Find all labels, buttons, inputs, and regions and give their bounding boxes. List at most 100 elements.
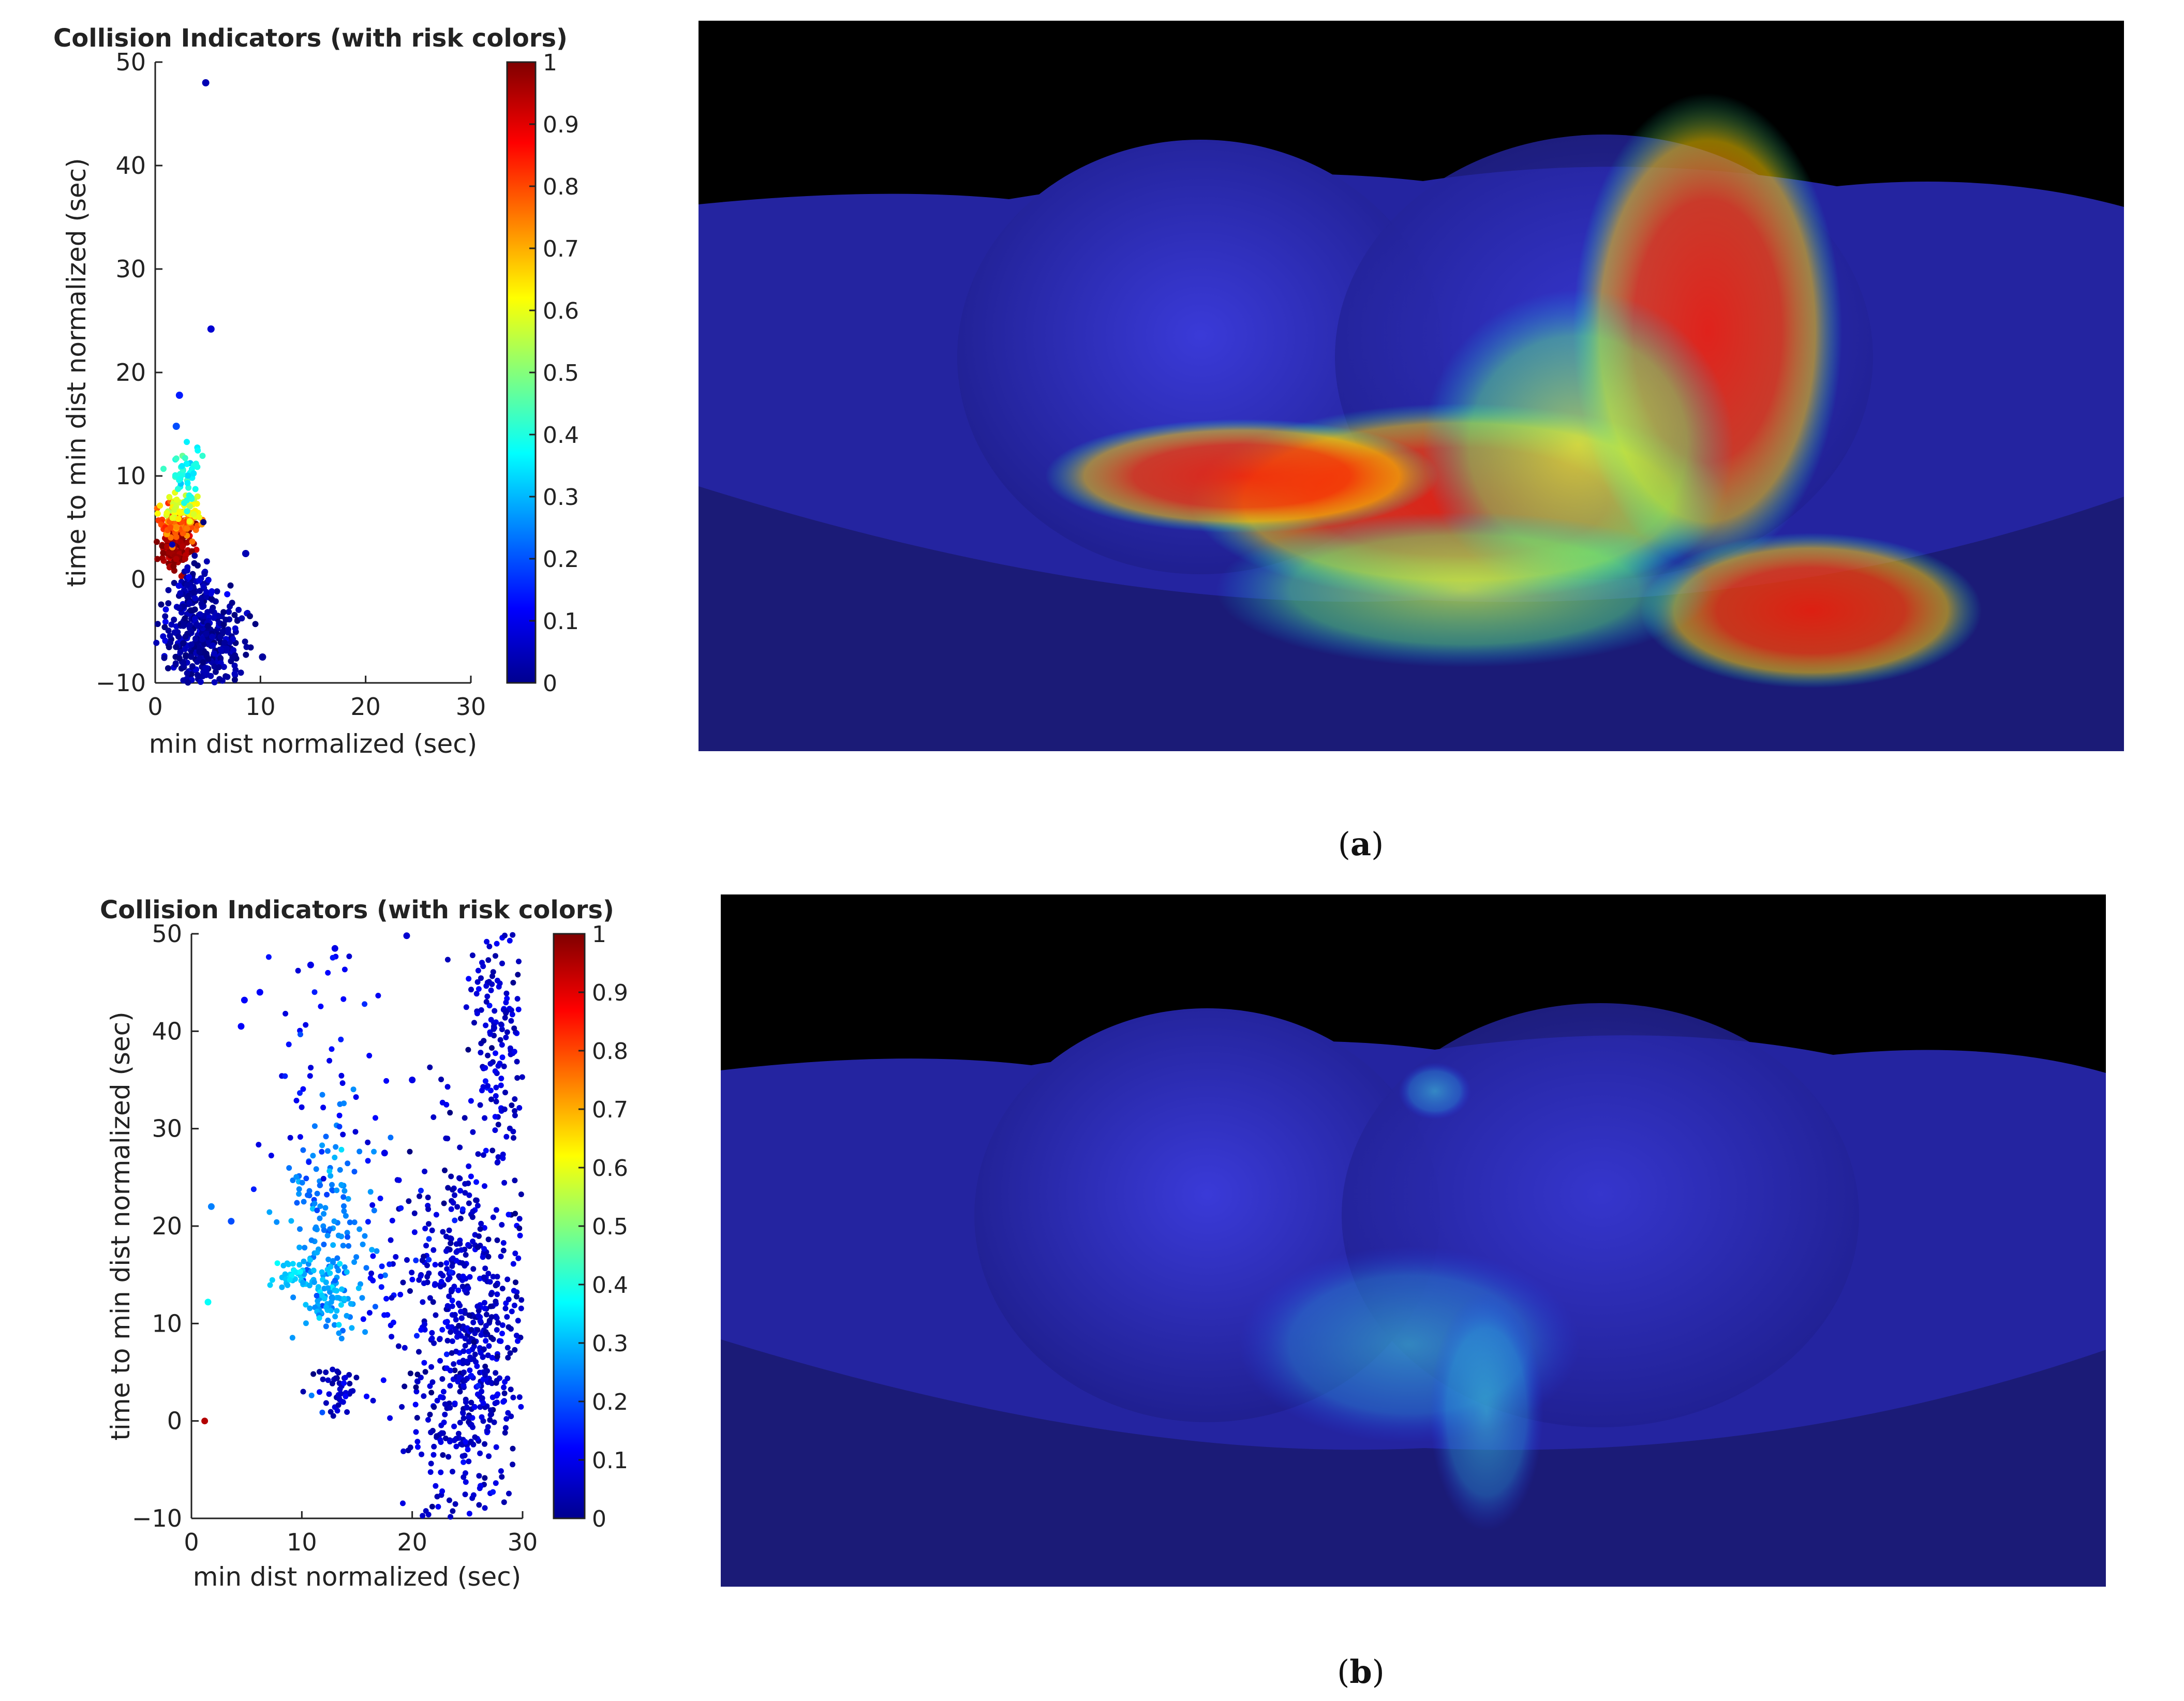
chart-a-cbticks: 0 0.1 0.2 0.3 0.4 0.5 0.6 0.7 0.8 0.9 1 xyxy=(529,50,579,697)
chart-b-point xyxy=(503,999,509,1006)
chart-a-ytick-label: 20 xyxy=(115,359,146,386)
chart-b-point xyxy=(468,987,474,993)
chart-b-point xyxy=(339,1398,345,1405)
chart-b-point xyxy=(380,1377,387,1383)
chart-b-point xyxy=(482,1441,488,1447)
chart-b-point xyxy=(438,1469,444,1475)
chart-b-point xyxy=(328,1264,334,1270)
chart-b-point xyxy=(457,1241,463,1247)
chart-b-point xyxy=(448,1514,454,1520)
chart-b-point xyxy=(440,1229,446,1235)
chart-b-point xyxy=(449,1350,455,1356)
chart-b-point xyxy=(308,1392,315,1398)
caption-a: (a) xyxy=(1338,825,1384,863)
chart-b-point xyxy=(331,945,338,952)
chart-b-point xyxy=(516,1105,523,1111)
chart-b-point xyxy=(498,1254,504,1260)
chart-b-point xyxy=(330,1366,336,1372)
chart-b-point xyxy=(462,1342,468,1349)
chart-b-point xyxy=(303,1320,309,1326)
chart-b-point xyxy=(335,1402,341,1408)
chart-b-cbtick-label: 0.3 xyxy=(592,1331,628,1357)
chart-a-point xyxy=(217,634,224,640)
chart-b-point xyxy=(485,1271,492,1277)
chart-b-ytick-label: 40 xyxy=(152,1017,182,1045)
chart-a-point xyxy=(191,553,198,559)
chart-b-point xyxy=(485,957,492,963)
chart-b-point xyxy=(516,1216,523,1222)
chart-a-cbtick-label: 0.8 xyxy=(543,174,579,200)
chart-b-point xyxy=(340,1194,347,1200)
chart-b-point xyxy=(487,1279,493,1285)
chart-b-point xyxy=(492,1127,498,1133)
chart-a-point xyxy=(198,595,204,602)
chart-b-point xyxy=(306,1282,313,1289)
chart-a-point xyxy=(242,638,248,645)
chart-b-point xyxy=(478,1007,484,1013)
chart-b-point xyxy=(323,1369,329,1376)
chart-a-point xyxy=(214,588,220,595)
chart-b-point xyxy=(330,954,336,961)
chart-b-point xyxy=(311,1200,318,1206)
chart-b-point xyxy=(450,1255,456,1261)
chart-b-point xyxy=(442,1435,449,1441)
chart-b-point xyxy=(442,1411,448,1418)
chart-b-point xyxy=(498,1021,504,1027)
chart-b-point xyxy=(501,1063,507,1069)
chart-b-point xyxy=(518,1297,525,1303)
chart-b-point xyxy=(418,1327,424,1333)
chart-b-point xyxy=(451,1312,457,1318)
chart-a-title: Collision Indicators (with risk colors) xyxy=(53,24,568,53)
chart-a-point xyxy=(197,679,204,685)
chart-b-point xyxy=(500,1247,507,1254)
chart-a-point xyxy=(154,539,160,545)
chart-b-point xyxy=(371,1207,377,1214)
chart-b-point xyxy=(355,1285,362,1291)
chart-a-point xyxy=(200,519,207,526)
chart-b-point xyxy=(332,1322,337,1328)
chart-b-point xyxy=(329,1046,335,1052)
chart-b-point xyxy=(250,1186,257,1192)
chart-b-ytick-label: 50 xyxy=(152,920,182,948)
chart-b-point xyxy=(310,1267,317,1274)
chart-b-point xyxy=(442,1319,449,1325)
chart-b-point xyxy=(462,1263,468,1269)
chart-b-point xyxy=(502,1305,509,1311)
chart-b-point xyxy=(455,1379,461,1385)
chart-b-point xyxy=(474,1203,481,1208)
chart-b-point xyxy=(471,1020,477,1026)
chart-b-point xyxy=(509,1011,515,1018)
chart-b-point xyxy=(430,1299,436,1305)
chart-b-point xyxy=(488,1407,494,1413)
chart-b-point xyxy=(388,1237,394,1243)
chart-a-point xyxy=(175,605,182,611)
chart-b-point xyxy=(500,1240,507,1246)
chart-b-point xyxy=(493,1207,499,1213)
chart-a-point xyxy=(182,615,188,622)
chart-a-point xyxy=(168,621,175,628)
chart-b-point xyxy=(438,1261,444,1267)
chart-a-point xyxy=(189,663,196,669)
chart-b-point xyxy=(495,1122,501,1128)
chart-b-point xyxy=(493,953,498,959)
chart-b-point xyxy=(425,1417,431,1423)
chart-b-point xyxy=(296,1191,302,1197)
chart-b-point xyxy=(482,1372,488,1378)
chart-b-point xyxy=(428,1364,435,1370)
chart-b-point xyxy=(515,972,521,978)
chart-b-point xyxy=(308,1237,315,1243)
chart-b-point xyxy=(488,1096,494,1102)
chart-a-point xyxy=(183,460,190,467)
chart-a-point xyxy=(184,439,190,445)
chart-b-point xyxy=(463,1399,469,1405)
chart-b-point xyxy=(427,1411,433,1418)
chart-b-point xyxy=(373,1115,378,1121)
chart-b-point xyxy=(204,1299,212,1306)
chart-b-point xyxy=(353,1254,360,1260)
chart-b-point xyxy=(413,1389,420,1395)
chart-b-point xyxy=(338,1072,345,1079)
chart-b-point xyxy=(488,1411,495,1418)
chart-b-point xyxy=(493,1282,499,1289)
chart-b-point xyxy=(460,1273,466,1279)
chart-b-point xyxy=(470,1266,477,1272)
